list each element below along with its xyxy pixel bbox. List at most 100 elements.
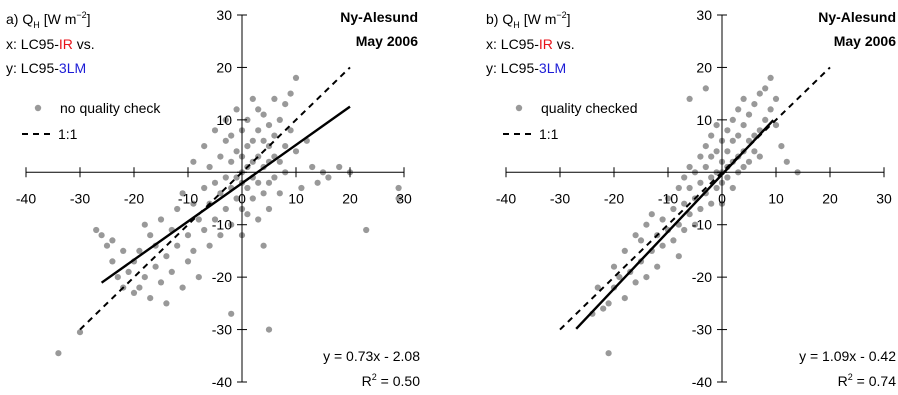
- panel-b-data-point-39: [697, 179, 704, 186]
- panel-b-x-tick-label-0: 0: [718, 190, 726, 206]
- panel-a-data-point-117: [395, 195, 402, 202]
- panel-b-period-label: May 2006: [834, 33, 896, 49]
- panel-b-data-point-60: [724, 174, 731, 181]
- panel-a-data-point-100: [282, 143, 289, 150]
- panel-a-data-point-18: [147, 295, 154, 302]
- panel-a-data-point-103: [287, 127, 294, 134]
- panel-a-x-method-label: x: LC95-IR vs.: [6, 36, 95, 52]
- panel-a-data-point-43: [206, 163, 213, 171]
- panel-a-data-point-16: [141, 274, 148, 281]
- panel-a-plot-area: -40 -30 -20 -10 0 10 20 30 -40 -30 -20 -10 10 20 30: [16, 7, 412, 390]
- panel-a-data-point-69: [244, 184, 251, 192]
- panel-a-data-point-61: [233, 106, 240, 113]
- panel-b-data-point-59: [724, 148, 731, 155]
- panel-a-data-point-4: [103, 242, 111, 249]
- panel-a-data-point-115: [363, 226, 370, 234]
- panel-a-data-point-80: [255, 127, 262, 134]
- panel-b-data-point-63: [729, 137, 736, 144]
- panel-b-y-tick-label-20: 20: [696, 59, 712, 75]
- panel-a-data-point-7: [114, 274, 121, 281]
- panel-a-data-point-10: [125, 268, 132, 275]
- panel-a-data-point-96: [271, 95, 278, 102]
- panel-a-data-point-53: [222, 116, 229, 123]
- panel-a: a) QH [W m−2] x: LC95-IR vs. y: LC95-3LM …: [6, 7, 420, 390]
- panel-a-data-point-89: [265, 179, 273, 186]
- panel-a-data-point-23: [163, 253, 170, 260]
- panel-a-data-point-17: [147, 232, 154, 239]
- panel-b-data-point-89: [778, 143, 785, 150]
- panel-b-r-squared: R2 = 0.74: [838, 372, 897, 389]
- panel-a-data-point-82: [255, 106, 262, 113]
- panel-a-data-point-13: [136, 247, 143, 254]
- panel-b-data-point-84: [762, 85, 769, 92]
- panel-a-y-tick-label-30: 30: [216, 7, 232, 23]
- panel-b-data-point-35: [686, 163, 693, 171]
- panel-b-y-tick-label--10: -10: [692, 217, 712, 233]
- panel-a-data-point-113: [336, 163, 343, 171]
- panel-b-data-point-87: [772, 122, 780, 129]
- panel-b-data-point-18: [648, 211, 655, 218]
- panel-a-legend-point-marker: [34, 104, 42, 112]
- panel-b-data-point-28: [675, 184, 682, 192]
- panel-a-legend-points-label: no quality check: [60, 100, 161, 116]
- panel-a-data-point-118: [228, 310, 235, 317]
- panel-a-r-squared: R2 = 0.50: [362, 372, 421, 389]
- panel-a-data-point-59: [233, 148, 240, 155]
- panel-a-data-point-97: [276, 158, 283, 165]
- panel-a-data-point-107: [298, 184, 305, 192]
- panel-b-data-point-2: [600, 305, 607, 312]
- panel-b-x-tick-label-20: 20: [822, 190, 838, 206]
- panel-b-data-point-44: [702, 143, 709, 150]
- panel-b-x-method-label: x: LC95-IR vs.: [486, 36, 575, 52]
- panel-b-data-point-65: [729, 116, 736, 123]
- panel-a-data-point-98: [276, 116, 283, 123]
- panel-b-data-point-24: [664, 195, 672, 202]
- panel-a-data-point-106: [292, 148, 300, 155]
- panel-b-x-tick-label--20: -20: [604, 190, 624, 206]
- panel-b-data-point-61: [724, 127, 731, 134]
- panel-b-data-point-26: [670, 205, 677, 213]
- panel-b-data-point-40: [697, 153, 704, 160]
- panel-a-data-point-99: [276, 190, 283, 197]
- panel-a-data-point-6: [109, 258, 116, 265]
- panel-b-data-point-9: [621, 247, 628, 254]
- panel-b-data-point-6: [610, 263, 618, 270]
- panel-b-data-point-14: [637, 237, 645, 244]
- panel-b-data-point-3: [594, 284, 601, 291]
- panel-a-data-point-48: [217, 153, 224, 160]
- panel-a-data-point-81: [255, 216, 262, 223]
- panel-b-data-point-25: [670, 237, 677, 244]
- panel-b-data-point-38: [691, 221, 699, 228]
- panel-a-data-point-77: [249, 95, 256, 102]
- panel-a-data-point-11: [130, 289, 138, 296]
- panel-b-data-point-82: [756, 153, 763, 160]
- panel-a-data-point-51: [222, 137, 229, 144]
- panel-a-data-point-90: [265, 122, 273, 129]
- panel-b-x-tick-label-30: 30: [876, 190, 892, 206]
- panel-a-x-tick-label-30: 30: [396, 190, 412, 206]
- panel-b-x-tick-label-10: 10: [768, 190, 784, 206]
- panel-b-data-point-67: [735, 132, 742, 139]
- panel-a-x-tick-label--10: -10: [178, 190, 198, 206]
- panel-b-data-point-52: [713, 122, 720, 129]
- panel-a-y-method-label: y: LC95-3LM: [6, 60, 86, 76]
- panel-b-data-point-4: [605, 300, 612, 307]
- panel-a-data-point-112: [325, 174, 332, 181]
- panel-b-data-point-33: [686, 211, 693, 218]
- panel-a-data-point-19: [152, 263, 159, 270]
- panel-b-data-point-43: [702, 163, 709, 171]
- panel-a-data-point-70: [244, 143, 251, 150]
- panel-b-legend-line-label: 1:1: [539, 126, 559, 142]
- panel-b-data-point-86: [767, 74, 774, 81]
- panel-b-data-point-12: [632, 232, 639, 239]
- panel-b-site-label: Ny-Alesund: [818, 9, 896, 25]
- panel-b-data-point-41: [697, 205, 704, 213]
- panel-a-x-tick-label-10: 10: [288, 190, 304, 206]
- panel-a-data-point-27: [174, 205, 181, 213]
- panel-b-y-tick-label--40: -40: [692, 374, 712, 390]
- panel-b-data-point-46: [708, 200, 715, 207]
- panel-b-data-point-93: [702, 85, 709, 92]
- panel-b-regression-equation: y = 1.09x - 0.42: [799, 348, 896, 364]
